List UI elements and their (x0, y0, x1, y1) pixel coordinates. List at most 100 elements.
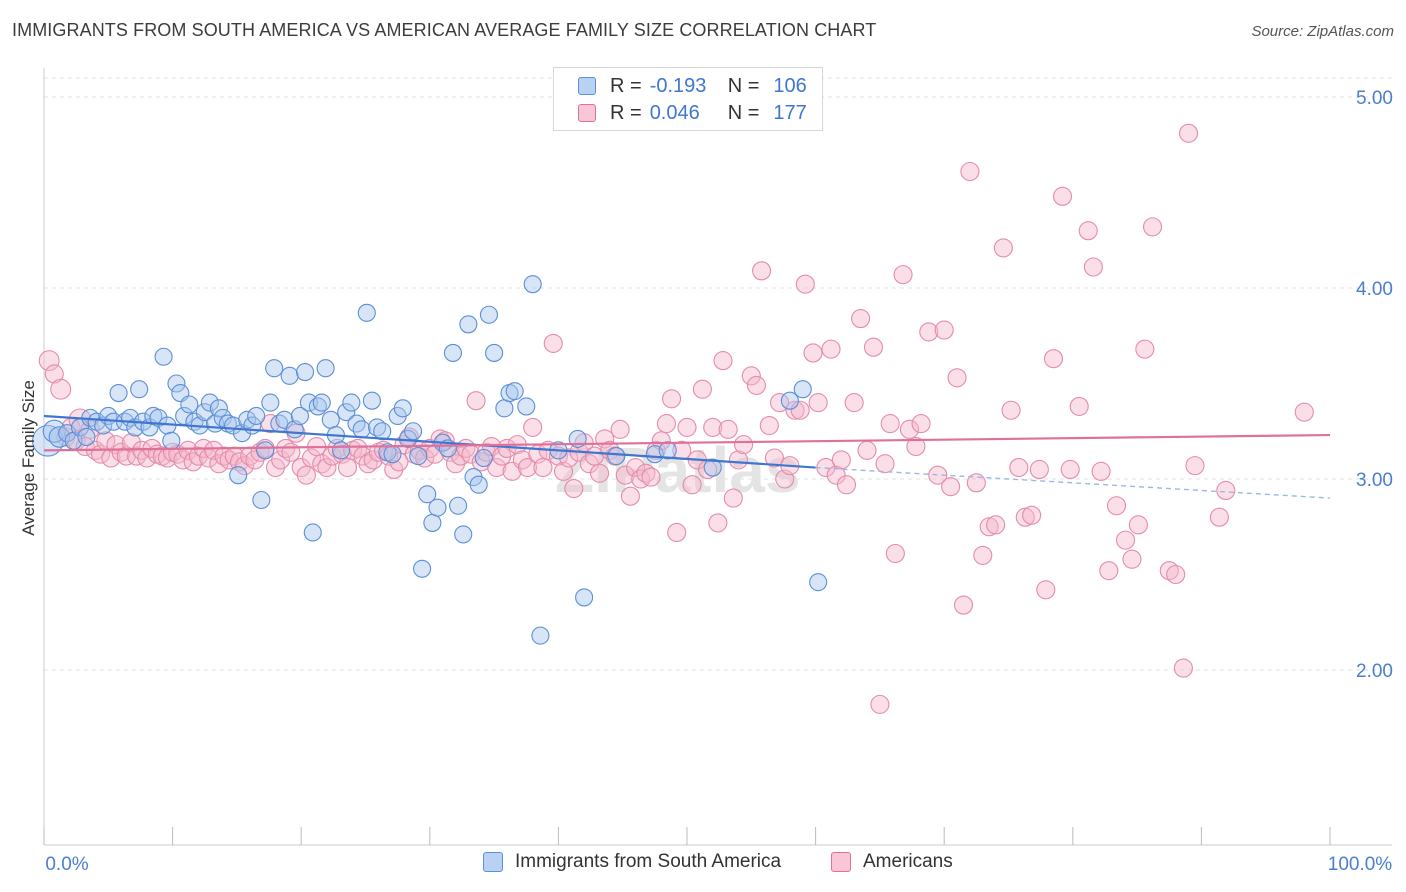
americans-point (734, 435, 754, 455)
americans-point (1078, 221, 1098, 241)
americans-point (831, 450, 851, 470)
americans-point (301, 448, 322, 468)
immigrants-point (180, 395, 199, 414)
immigrants-point (495, 399, 514, 418)
y-tick-label: 4.00 (1356, 279, 1393, 300)
americans-point (636, 463, 656, 483)
americans-point (875, 454, 895, 474)
immigrants-point (517, 397, 536, 416)
immigrants-point (312, 393, 331, 412)
americans-point (708, 513, 728, 533)
americans-point (1029, 459, 1049, 480)
americans-point (741, 366, 761, 386)
americans-point (626, 457, 646, 478)
americans-point (281, 442, 301, 462)
immigrants-point (428, 498, 447, 517)
americans-point (1173, 658, 1193, 678)
immigrants-point (523, 275, 542, 294)
americans-point (487, 457, 507, 478)
source-label: Source: ZipAtlas.com (1251, 23, 1394, 40)
immigrants-point (261, 393, 280, 412)
americans-point (605, 446, 625, 466)
americans-point (235, 456, 255, 476)
immigrants-point (703, 458, 722, 477)
legend-swatch-pink (578, 104, 596, 122)
immigrants-trend-extension (815, 466, 1331, 499)
immigrants-point (479, 305, 499, 324)
americans-point (1036, 580, 1056, 600)
grid-lines (44, 77, 1392, 671)
americans-point (615, 465, 635, 485)
immigrants-point (265, 359, 284, 378)
americans-point (863, 337, 884, 357)
legend-r-value: 0.046 (649, 101, 700, 124)
legend-n-value: 106 (773, 74, 807, 97)
americans-point (1166, 564, 1186, 585)
americans-point (692, 379, 712, 399)
legend-r-value: -0.193 (649, 74, 707, 97)
americans-point (1083, 257, 1103, 277)
americans-point (1135, 339, 1155, 359)
correlation-legend: R = -0.193 N = 106 R = 0.046 N = 177 (553, 67, 823, 131)
immigrants-point (252, 490, 271, 510)
americans-point (523, 417, 543, 437)
immigrants-point (77, 427, 96, 447)
americans-point (50, 378, 72, 400)
immigrants-point (352, 420, 371, 439)
americans-point (296, 465, 316, 485)
bottom-legend-label: Americans (863, 851, 953, 872)
americans-point (44, 364, 64, 384)
americans-point (1009, 457, 1029, 478)
immigrants-point (209, 399, 228, 418)
immigrants-point (342, 393, 361, 412)
americans-point (713, 351, 733, 371)
immigrants-point (469, 475, 488, 494)
americans-point (1178, 123, 1199, 143)
immigrants-point (357, 303, 376, 322)
americans-point (928, 465, 948, 485)
americans-point (785, 400, 805, 420)
americans-point (1142, 217, 1163, 237)
americans-point (1216, 480, 1236, 501)
americans-point (662, 389, 682, 409)
americans-point (111, 442, 131, 462)
americans-point (1294, 402, 1314, 422)
americans-point (947, 368, 967, 388)
americans-point (641, 467, 661, 487)
americans-point (703, 417, 723, 437)
bottom-legend-swatch-pink (831, 852, 851, 872)
immigrants-point (404, 422, 423, 441)
immigrants-point (454, 525, 473, 544)
americans-point (941, 477, 961, 497)
americans-point (911, 414, 931, 434)
americans-point (728, 450, 748, 470)
americans-point (906, 436, 926, 457)
americans-point (682, 475, 702, 495)
immigrants-point (780, 391, 799, 410)
immigrants-point (290, 406, 309, 426)
americans-point (885, 543, 905, 564)
x-tick-label: 100.0% (1328, 854, 1393, 875)
legend-swatch-blue (578, 77, 596, 95)
americans-point (656, 414, 676, 434)
americans-point (790, 400, 810, 420)
americans-point (651, 431, 671, 451)
immigrants-points (32, 275, 828, 645)
americans-point (870, 694, 890, 714)
americans-point (973, 545, 993, 565)
americans-trend-line (43, 433, 1331, 452)
immigrants-point (247, 406, 266, 426)
immigrants-point (256, 441, 275, 460)
immigrants-point (109, 383, 128, 403)
americans-point (826, 465, 846, 485)
americans-point (1052, 186, 1073, 206)
americans-point (564, 478, 584, 499)
americans-point (1128, 515, 1148, 535)
americans-point (851, 309, 871, 329)
americans-point (183, 452, 203, 472)
immigrants-point (280, 366, 299, 385)
legend-n-label: N = (727, 101, 760, 124)
americans-point (1015, 507, 1035, 527)
americans-point (808, 393, 828, 413)
americans-point (919, 322, 939, 342)
